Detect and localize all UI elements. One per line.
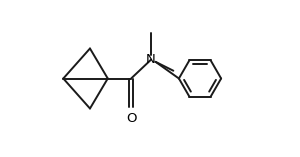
Text: O: O bbox=[126, 112, 136, 125]
Text: N: N bbox=[146, 53, 156, 66]
